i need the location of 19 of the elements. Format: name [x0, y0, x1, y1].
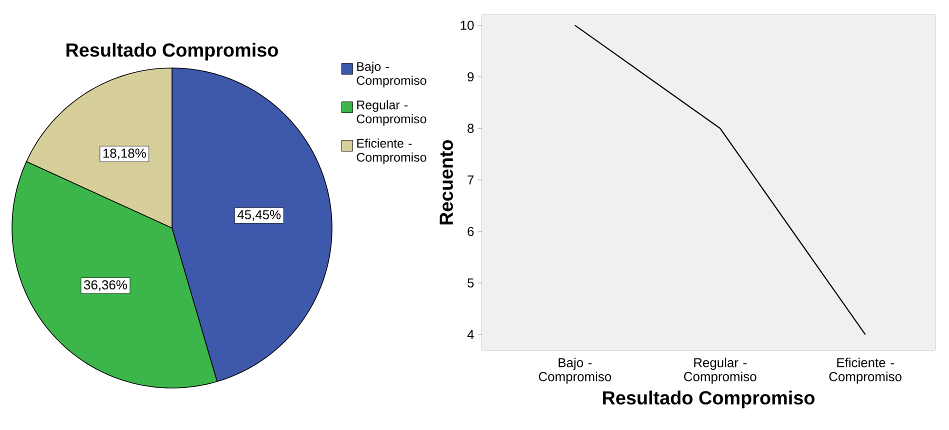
data-label: 18,18% [103, 148, 146, 160]
y-tick-label: 8 [468, 124, 474, 133]
legend-label: Eficiente - Compromiso [356, 138, 426, 164]
y-axis-title: Recuento [440, 140, 453, 224]
y-tick-label: 7 [468, 175, 474, 184]
x-tick-label: Bajo - Compromiso [538, 358, 612, 384]
chart-title: Resultado Compromiso [66, 42, 278, 60]
y-tick-label: 5 [468, 278, 474, 288]
x-tick-label: Regular - Compromiso [684, 358, 756, 384]
y-tick-label: 4 [467, 330, 474, 339]
x-axis-title: Resultado Compromiso [603, 390, 814, 408]
legend-label: Bajo - Compromiso [356, 62, 426, 88]
y-tick-label: 6 [468, 226, 474, 236]
data-label: 45,45% [237, 210, 281, 221]
data-label: 36,36% [84, 280, 127, 291]
y-tick-label: 10 [460, 20, 474, 30]
y-tick-label: 9 [468, 72, 474, 82]
x-tick-label: Eficiente - Compromiso [829, 358, 902, 384]
legend-label: Regular - Compromiso [356, 100, 426, 126]
